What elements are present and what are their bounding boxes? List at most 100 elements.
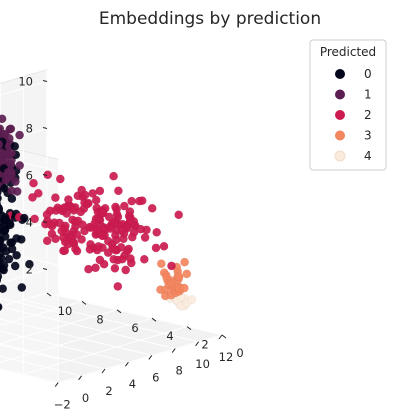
legend-box [309,39,387,171]
grid-line-y [0,330,129,363]
point-class-2 [57,204,67,214]
grid-line-x [0,309,118,345]
point-class-0 [0,188,2,196]
point-class-2 [29,178,38,188]
point-class-2 [106,224,115,234]
grid-line-z [0,250,59,266]
point-class-1 [6,159,16,169]
point-class-2 [140,233,150,242]
point-class-0 [0,234,4,244]
grid-line-x [0,292,48,308]
legend-label-2: 2 [364,108,372,122]
point-class-2 [57,226,67,236]
point-class-1 [0,140,4,149]
point-class-0 [12,250,22,260]
y-tick-mark [195,341,200,347]
point-class-0 [7,244,17,254]
point-class-3 [167,279,176,288]
point-class-2 [76,207,86,217]
legend-label-1: 1 [364,88,372,102]
z-tick-label: 10 [18,75,33,89]
grid-line-y [0,343,106,370]
point-class-0 [0,303,2,311]
x-tick-mark [186,326,192,331]
z-tick-label: 8 [26,122,33,136]
x-tick-mark [151,317,157,322]
point-class-1 [3,167,13,177]
y-tick-label: 6 [152,370,159,384]
point-class-0 [19,213,29,223]
z-tick-label: 4 [26,216,33,230]
grid-line-x [0,317,153,363]
point-class-2 [126,254,135,264]
point-class-2 [151,243,161,253]
grid-line-y [46,292,223,336]
point-class-2 [109,254,119,264]
grid-line-x [23,326,188,375]
point-class-2 [110,263,120,273]
point-class-3 [182,269,192,279]
x-tick-mark [221,334,227,339]
point-class-2 [51,234,60,244]
point-class-1 [0,148,6,157]
grid-line-y [0,368,59,384]
point-class-2 [95,186,105,196]
point-class-2 [147,203,157,213]
point-class-0 [17,283,27,292]
grid-line-z [0,156,59,172]
x-tick-label: 0 [236,346,243,360]
z-tick-mark [42,221,48,223]
point-class-2 [119,201,129,211]
point-class-1 [15,130,25,140]
legend-title: Predicted [320,45,376,59]
point-class-2 [98,231,107,241]
y-tick-label: 8 [176,364,183,378]
x-tick-label: 8 [96,312,103,326]
grid-line-y [0,306,176,350]
point-class-2 [82,199,92,209]
point-class-2 [60,246,70,256]
point-class-2 [84,264,93,274]
y-tick-label: 2 [105,384,112,398]
x-tick-mark [46,292,52,297]
point-class-4 [187,295,197,304]
point-class-0 [0,243,5,252]
y-tick-label: 10 [195,357,210,371]
x-tick-label: 2 [201,338,208,352]
point-class-0 [0,284,8,294]
grid-line-z [0,175,48,190]
scatter-points [0,114,197,312]
point-class-3 [174,272,184,281]
y-tick-mark [218,334,223,340]
point-class-1 [15,161,25,170]
point-class-2 [159,241,169,251]
grid-line-y [0,355,82,377]
point-class-2 [152,227,162,237]
grid-line-z [0,297,59,313]
grid-line-z [0,203,59,219]
point-class-2 [91,195,101,205]
point-class-1 [10,177,20,187]
legend-marker-4 [334,150,346,162]
point-class-2 [139,254,149,264]
point-class-2 [90,219,100,228]
point-class-2 [104,212,114,222]
legend-marker-3 [335,130,345,141]
point-class-3 [180,257,190,267]
point-class-2 [99,259,109,269]
z-tick-mark [42,268,48,270]
y-tick-mark [171,348,176,353]
legend-marker-0 [335,69,345,79]
point-class-2 [42,236,52,246]
axis-ticks: 0 2 4 6 8 10 12 10 8 6 4 2 0 −2 2 4 6 8 10 [18,75,243,412]
point-class-2 [94,241,103,251]
y-tick-label: 0 [82,391,89,405]
z-tick-mark [42,127,48,129]
chart-title: Embeddings by prediction [99,9,321,29]
x-tick-mark [116,309,122,314]
legend-label-0: 0 [364,67,372,81]
z-tick-mark [42,80,48,82]
point-class-2 [85,244,95,254]
z-tick-label: 2 [26,263,33,277]
